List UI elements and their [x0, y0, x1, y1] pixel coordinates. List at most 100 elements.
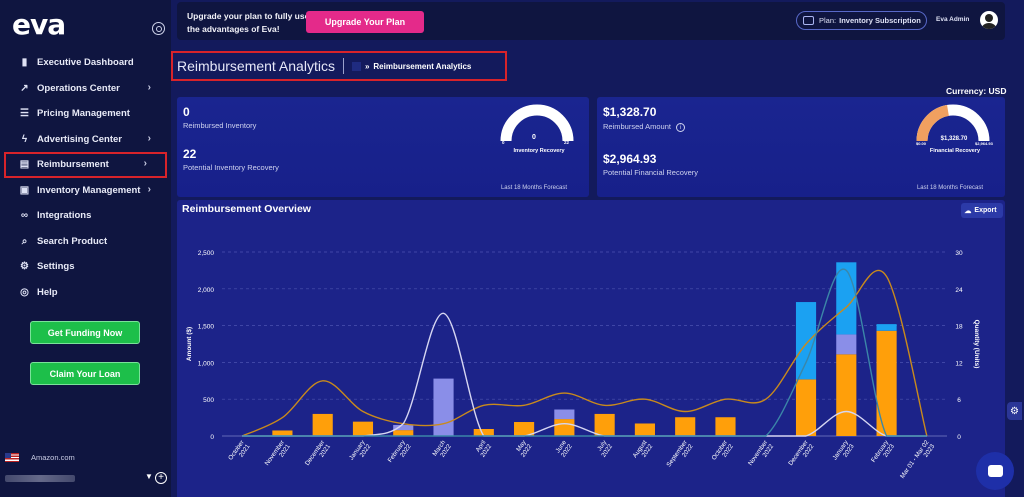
reimbursed-inventory-label: Reimbursed Inventory — [183, 121, 257, 130]
us-flag-icon — [5, 453, 19, 462]
financial-gauge-max: $2,964.93 — [975, 141, 993, 146]
bar-segment — [272, 430, 293, 436]
chevron-down-icon[interactable]: ▼ — [145, 472, 153, 481]
x-tick-label: November2021 — [264, 439, 292, 471]
sidebar-item-label: Inventory Management — [37, 184, 141, 196]
y-tick-label: 1,000 — [198, 360, 215, 367]
x-tick-label: January2023 — [831, 438, 856, 465]
chevron-right-icon: › — [147, 81, 151, 93]
bar-segment — [352, 421, 374, 436]
plan-icon — [803, 16, 814, 25]
reimbursement-overview-panel: Reimbursement Overview ☁ Export 0 500 1,000… — [177, 200, 1005, 497]
bar-segment — [795, 379, 817, 436]
potential-financial-value: $2,964.93 — [603, 152, 657, 166]
eva-logo[interactable]: eva — [12, 8, 66, 41]
truck-icon: ▣ — [19, 184, 30, 196]
sidebar-item-reimbursement[interactable]: ▤ Reimbursement › — [4, 152, 167, 178]
bolt-icon: ϟ — [21, 133, 28, 145]
financial-forecast-note: Last 18 Months Forecast — [916, 185, 983, 191]
sidebar-item-search-product[interactable]: ⌕ Search Product — [0, 229, 171, 255]
sidebar-item-label: Reimbursement — [37, 159, 109, 171]
breadcrumb: Reimbursement Analytics » Reimbursement … — [171, 51, 507, 81]
x-tick-label: January2022 — [348, 438, 373, 465]
export-button[interactable]: ☁ Export — [961, 203, 1003, 218]
inventory-forecast-note: Last 18 Months Forecast — [500, 185, 567, 191]
series-line — [242, 268, 927, 437]
bar-segment — [675, 417, 696, 436]
gear-icon: ⚙ — [20, 261, 29, 273]
x-tick-label: July2022 — [595, 438, 615, 458]
chat-button[interactable] — [976, 452, 1014, 490]
sidebar-item-settings[interactable]: ⚙ Settings — [0, 254, 171, 280]
bar-segment — [634, 423, 655, 436]
sidebar: eva ▮ Executive Dashboard ↗ Operations Cent… — [0, 0, 171, 497]
sidebar-item-pricing-management[interactable]: ☰ Pricing Management — [0, 101, 171, 127]
cloud-download-icon: ☁ — [964, 207, 972, 215]
get-funding-button[interactable]: Get Funding Now — [30, 321, 140, 344]
potential-inventory-value: 22 — [183, 147, 197, 161]
potential-financial-label: Potential Financial Recovery — [603, 168, 699, 177]
financial-card: $1,328.70 Reimbursed Amount i $2,964.93 P… — [597, 97, 1005, 197]
x-tick-label: August2022 — [632, 439, 655, 463]
bar-segment — [473, 429, 494, 436]
financial-gauge — [916, 104, 990, 142]
chat-bubble-icon — [987, 465, 1003, 477]
sidebar-item-help[interactable]: ◎ Help — [0, 280, 171, 306]
currency-label: Currency: USD — [946, 86, 1007, 96]
sidebar-item-operations-center[interactable]: ↗ Operations Center › — [0, 76, 171, 102]
y2-tick-label: 30 — [955, 250, 963, 257]
x-tick-label: February2023 — [870, 438, 896, 467]
breadcrumb-current: Reimbursement Analytics — [373, 61, 472, 71]
export-label: Export — [974, 207, 997, 214]
inventory-gauge-track — [500, 104, 574, 142]
x-tick-month: Mar 01 - Mar 02 — [899, 439, 931, 480]
avatar[interactable] — [980, 11, 998, 29]
x-tick-label: June2022 — [554, 439, 574, 459]
list-icon: ☰ — [20, 108, 29, 120]
bar-segment — [433, 378, 454, 436]
sidebar-item-label: Help — [37, 286, 58, 298]
chevron-right-icon: › — [147, 132, 151, 144]
x-tick-label: October2022 — [711, 439, 736, 466]
x-tick-label: October2021 — [227, 439, 252, 466]
sidebar-item-integrations[interactable]: ∞ Integrations — [0, 203, 171, 229]
plan-badge[interactable]: Plan: Inventory Subscription — [796, 11, 927, 30]
y2-tick-label: 12 — [955, 360, 963, 367]
sidebar-item-advertising-center[interactable]: ϟ Advertising Center › — [0, 127, 171, 153]
upgrade-plan-button[interactable]: Upgrade Your Plan — [306, 11, 424, 33]
bar-segment — [514, 422, 535, 436]
bar-segment — [836, 354, 857, 436]
lifebuoy-icon: ◎ — [20, 286, 29, 298]
bar-segment — [836, 334, 857, 355]
bar-segment — [876, 324, 897, 331]
series-line — [241, 269, 928, 437]
user-name[interactable]: Eva Admin — [936, 16, 970, 23]
sidebar-item-executive-dashboard[interactable]: ▮ Executive Dashboard — [0, 50, 171, 76]
info-icon[interactable]: i — [675, 123, 685, 132]
y-tick-label: 0 — [210, 434, 214, 441]
inventory-gauge-min: 0 — [502, 140, 505, 145]
plan-value: Inventory Subscription — [839, 16, 921, 25]
financial-gauge-label: Financial Recovery — [929, 148, 981, 154]
marketplace-label: Amazon.com — [31, 453, 75, 462]
document-icon: ▤ — [19, 159, 30, 171]
claim-loan-button[interactable]: Claim Your Loan — [30, 362, 140, 385]
x-tick-label: December2022 — [787, 439, 815, 471]
x-tick-label: November2022 — [747, 439, 775, 471]
plan-label: Plan: — [819, 16, 837, 25]
inventory-gauge — [500, 104, 574, 142]
bar-segment — [594, 413, 615, 436]
bar-segment — [554, 409, 575, 420]
marketplace-selector[interactable]: Amazon.com — [5, 453, 75, 462]
y2-axis-title: Quantity (Units) — [973, 320, 980, 369]
add-account-icon[interactable]: + — [155, 472, 167, 484]
y-tick-label: 1,500 — [198, 324, 215, 331]
settings-fab-icon[interactable]: ⚙ — [1007, 402, 1022, 420]
account-row[interactable]: ▼ + — [5, 472, 167, 486]
financial-gauge-value: $1,328.70 — [940, 136, 968, 142]
y2-tick-label: 18 — [955, 324, 963, 331]
reimbursed-amount-value: $1,328.70 — [603, 105, 657, 119]
collapse-sidebar-icon[interactable] — [152, 22, 165, 35]
home-icon[interactable] — [351, 61, 361, 71]
sidebar-item-inventory-management[interactable]: ▣ Inventory Management › — [0, 178, 171, 204]
